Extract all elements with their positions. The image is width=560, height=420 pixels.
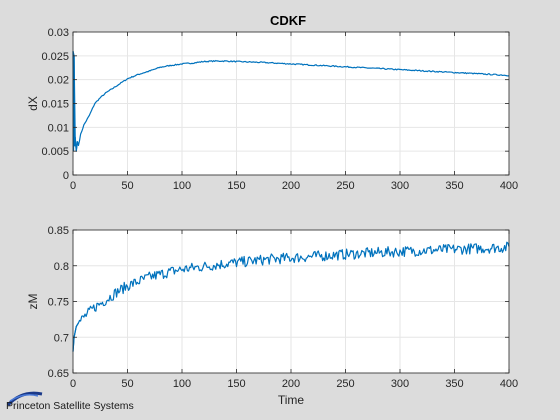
x-tick-label: 300 [391,180,409,192]
company-logo [6,391,43,407]
x-tick-label: 200 [282,378,300,390]
x-tick-label: 150 [227,180,245,192]
x-tick-label: 50 [121,378,133,390]
y-tick-label: 0.03 [48,27,69,39]
x-axis-label: Time [278,393,305,407]
x-tick-label: 100 [173,180,191,192]
y-tick-label: 0.015 [41,99,69,111]
logo-text: Princeton Satellite Systems [6,400,134,412]
x-tick-label: 0 [70,180,76,192]
x-tick-label: 250 [336,378,354,390]
x-tick-label: 400 [500,378,518,390]
x-tick-label: 0 [70,378,76,390]
x-tick-label: 200 [282,180,300,192]
x-tick-label: 300 [391,378,409,390]
figure-title: CDKF [270,13,306,28]
y-tick-label: 0.005 [41,146,69,158]
y-tick-label: 0.65 [48,368,69,380]
y-tick-label: 0.85 [48,225,69,237]
x-tick-label: 150 [227,378,245,390]
y-tick-label: 0.8 [54,261,69,273]
y-tick-label: 0.75 [48,297,69,309]
x-tick-label: 100 [173,378,191,390]
x-tick-label: 350 [445,180,463,192]
y-axis-label: dX [26,96,40,111]
y-tick-label: 0.01 [48,122,69,134]
logo-swoosh-accent-icon [9,394,39,402]
x-tick-label: 350 [445,378,463,390]
series-line [72,50,509,152]
y-axis-label: zM [26,294,40,310]
x-tick-label: 250 [336,180,354,192]
y-tick-label: 0.7 [54,332,69,344]
y-tick-label: 0 [63,170,69,182]
axes-1: 0 50 100 150 200 250 300 350 400 0 0.005 0.01 0.015 0… [26,27,518,192]
y-tick-label: 0.02 [48,75,69,87]
x-tick-label: 50 [121,180,133,192]
axes-2: 0 50 100 150 200 250 300 350 400 0.65 0.7 0.75 0.8 0.… [26,225,518,407]
y-tick-label: 0.025 [41,51,69,63]
x-tick-label: 400 [500,180,518,192]
series-line [72,241,510,352]
